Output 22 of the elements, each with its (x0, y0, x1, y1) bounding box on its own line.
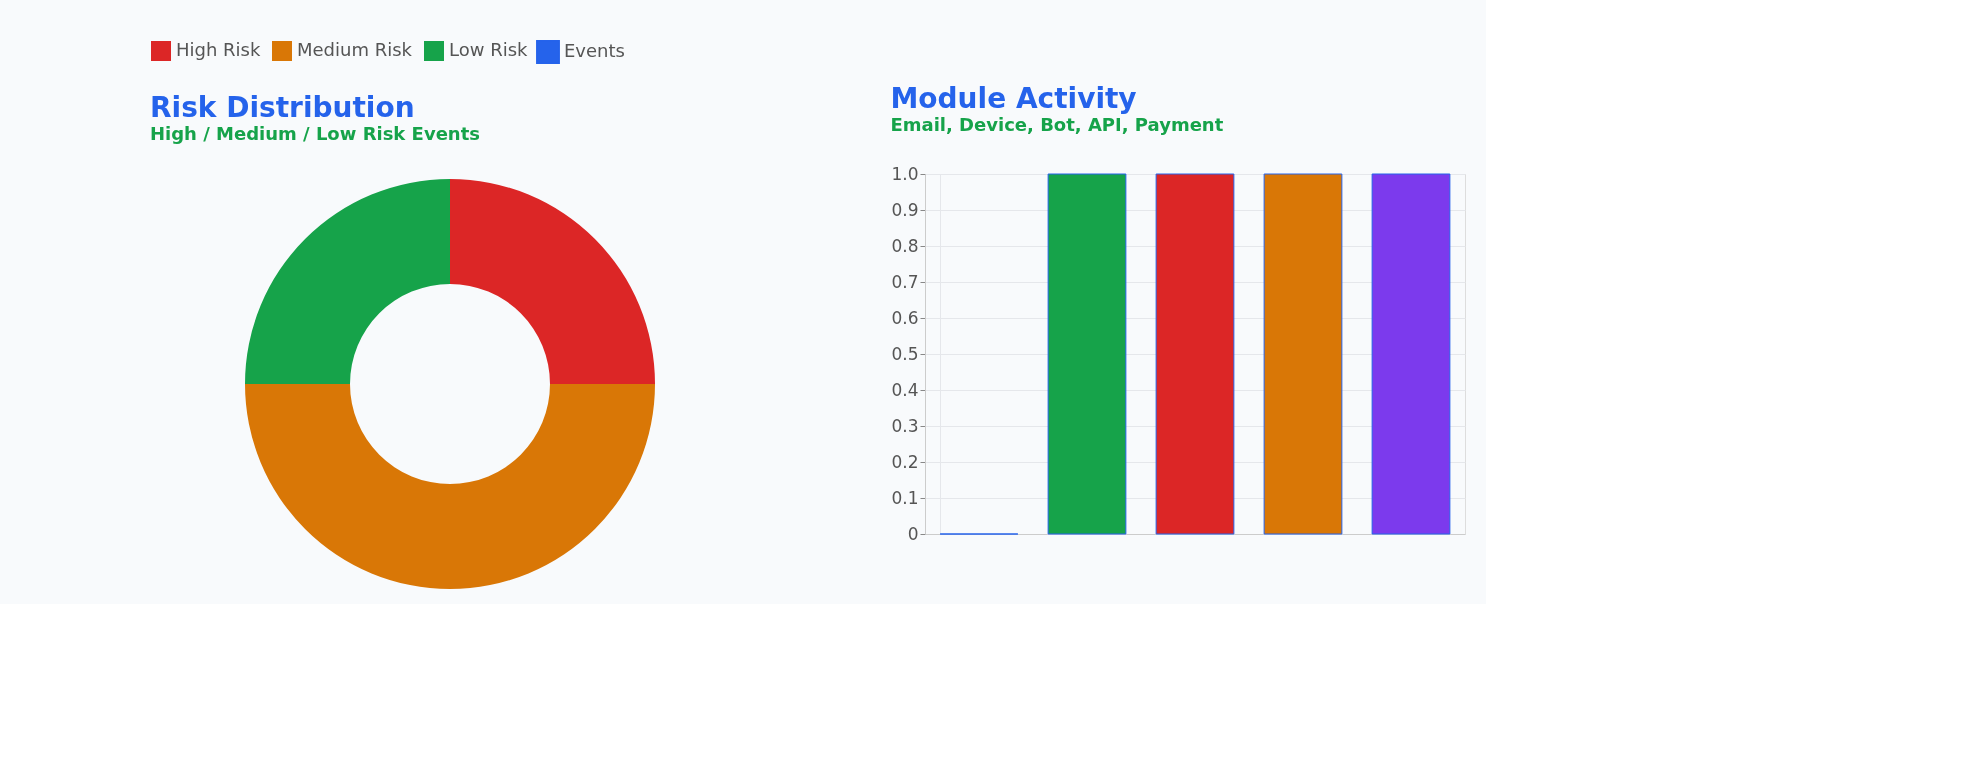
y-tick-label: 0.4 (891, 379, 919, 400)
donut-slice (245, 384, 655, 589)
y-tick-label: 0.9 (891, 199, 919, 220)
donut-slice (450, 179, 655, 384)
y-tick-label: 0.3 (891, 415, 919, 436)
legend-label: Low Risk (449, 39, 529, 60)
legend-label: Medium Risk (297, 39, 413, 60)
y-tick-label: 0.1 (891, 487, 919, 508)
chart-subtitle: Email, Device, Bot, API, Payment (890, 113, 1224, 135)
chart-title: Module Activity (890, 81, 1137, 115)
legend-label: Events (564, 40, 625, 61)
y-tick-label: 0.2 (891, 451, 919, 472)
y-tick-label: 0.5 (891, 343, 919, 364)
legend-label: High Risk (176, 39, 261, 60)
y-tick-label: 1.0 (891, 163, 919, 184)
y-tick-label: 0.6 (891, 307, 919, 328)
y-tick-label: 0 (907, 523, 919, 544)
text: High / Medium / Low Risk Events (150, 123, 480, 144)
y-tick-label: 0.8 (891, 235, 919, 256)
text: Risk Distribution (150, 91, 415, 124)
y-tick-label: 0.7 (891, 271, 919, 292)
donut-slice (245, 179, 450, 384)
